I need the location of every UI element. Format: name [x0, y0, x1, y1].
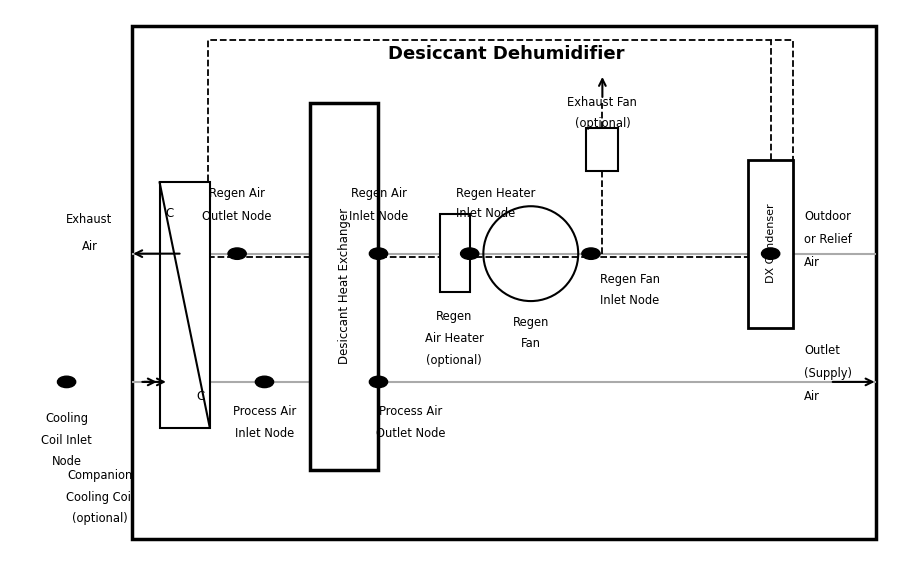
Bar: [159, 182, 210, 428]
Circle shape: [460, 248, 478, 259]
Text: Air Heater: Air Heater: [425, 332, 483, 344]
Text: Process Air: Process Air: [232, 405, 296, 418]
Circle shape: [369, 248, 387, 259]
Bar: [586, 128, 618, 171]
Circle shape: [57, 376, 76, 388]
Circle shape: [255, 376, 273, 388]
Text: Inlet Node: Inlet Node: [349, 210, 407, 223]
Text: or Relief: or Relief: [804, 233, 851, 246]
Text: Fan: Fan: [520, 337, 540, 349]
Text: Process Air: Process Air: [378, 405, 442, 418]
Text: Regen: Regen: [435, 310, 472, 323]
Text: Desiccant Dehumidifier: Desiccant Dehumidifier: [387, 45, 624, 63]
Text: Coil Inlet: Coil Inlet: [41, 434, 92, 446]
Text: Cooling Coil: Cooling Coil: [67, 491, 134, 503]
Text: Regen Heater: Regen Heater: [456, 188, 535, 200]
Text: Air: Air: [804, 256, 819, 268]
Text: DX Condenser: DX Condenser: [765, 204, 774, 283]
Text: (optional): (optional): [72, 512, 128, 525]
Text: Air: Air: [81, 241, 97, 253]
Text: Inlet Node: Inlet Node: [235, 427, 293, 439]
Text: Regen Fan: Regen Fan: [599, 273, 660, 286]
Text: Outlet Node: Outlet Node: [202, 210, 271, 223]
Circle shape: [369, 376, 387, 388]
Circle shape: [581, 248, 599, 259]
Text: Regen Air: Regen Air: [209, 188, 265, 200]
Text: Inlet Node: Inlet Node: [456, 207, 515, 220]
Text: Outdoor: Outdoor: [804, 210, 850, 223]
Text: C: C: [165, 207, 173, 220]
Text: Exhaust: Exhaust: [67, 213, 112, 226]
Text: Inlet Node: Inlet Node: [599, 295, 659, 307]
Text: Outlet: Outlet: [804, 344, 839, 357]
Text: Desiccant Heat Exchanger: Desiccant Heat Exchanger: [337, 209, 351, 364]
Text: Regen: Regen: [512, 316, 548, 328]
Text: Cooling: Cooling: [45, 413, 88, 425]
Text: Regen Air: Regen Air: [350, 188, 406, 200]
Text: (optional): (optional): [425, 354, 482, 367]
Text: (Supply): (Supply): [804, 367, 852, 380]
Text: Air: Air: [804, 390, 819, 402]
Bar: [208, 40, 793, 256]
Text: Companion: Companion: [67, 470, 133, 482]
Text: C: C: [196, 390, 204, 402]
Text: Exhaust Fan: Exhaust Fan: [567, 96, 637, 109]
Circle shape: [228, 248, 246, 259]
Text: Outlet Node: Outlet Node: [375, 427, 445, 439]
Circle shape: [761, 248, 779, 259]
Text: Node: Node: [52, 455, 81, 468]
Bar: [132, 26, 875, 539]
Bar: [439, 214, 469, 292]
Text: (optional): (optional): [574, 117, 630, 130]
Bar: [310, 103, 378, 470]
Bar: [747, 160, 793, 328]
